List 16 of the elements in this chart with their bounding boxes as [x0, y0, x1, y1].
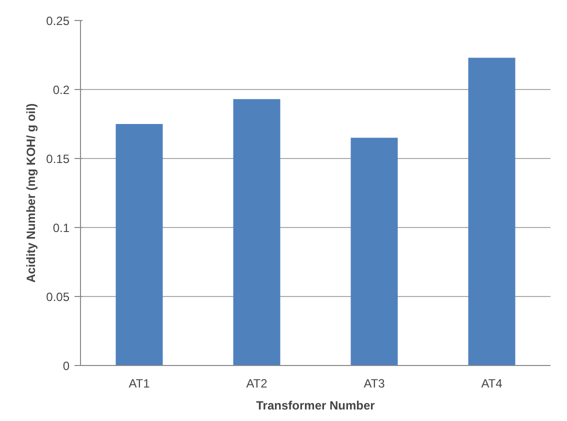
x-axis-title: Transformer Number: [256, 398, 376, 412]
bar: [233, 99, 280, 366]
y-tick-label: 0: [62, 359, 70, 373]
y-tick-label: 0.2: [52, 83, 70, 97]
x-tick-label: AT1: [128, 376, 150, 390]
y-tick-label: 0.25: [46, 14, 70, 28]
x-tick-label: AT3: [364, 376, 386, 390]
y-axis-title: Acidity Number (mg KOH/ g oil): [24, 103, 38, 283]
x-tick-label: AT4: [481, 376, 503, 390]
bar: [468, 58, 516, 366]
y-tick-label: 0.1: [52, 221, 70, 235]
y-tick-label: 0.15: [46, 152, 70, 166]
bar: [116, 124, 163, 366]
bar: [350, 138, 398, 366]
x-tick-label: AT2: [246, 376, 268, 390]
y-tick-label: 0.05: [46, 290, 70, 304]
